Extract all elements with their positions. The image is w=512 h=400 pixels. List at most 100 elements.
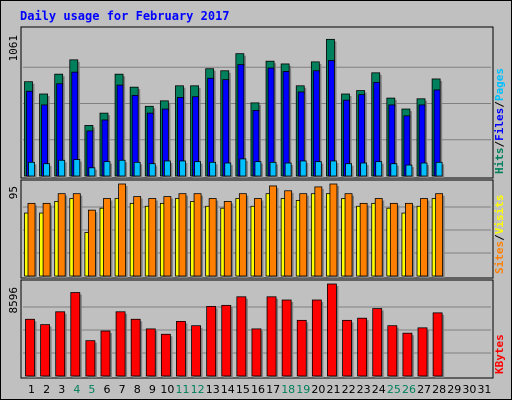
bar-pages	[330, 160, 337, 177]
bar-pages	[314, 161, 322, 177]
bar-pages	[390, 163, 398, 177]
day-label: 22	[342, 383, 356, 396]
day-label: 31	[477, 383, 491, 396]
bar-sites	[223, 201, 232, 277]
bar-pages	[58, 159, 66, 177]
bar-sites	[163, 196, 172, 277]
scale-max-label: 1061	[7, 35, 20, 62]
bar-kbytes	[372, 308, 383, 377]
bar-kbytes	[145, 328, 156, 377]
bar-sites	[72, 193, 81, 277]
day-label: 15	[236, 383, 250, 396]
bar-sites	[87, 209, 96, 277]
bar-pages	[405, 164, 413, 177]
bar-kbytes	[85, 340, 96, 377]
bar-pages	[224, 162, 232, 177]
bar-sites	[208, 198, 217, 277]
bar-sites	[238, 193, 247, 277]
bar-pages	[194, 161, 201, 177]
bar-sites	[193, 193, 202, 277]
bar-kbytes	[432, 312, 443, 377]
visits-sites-panel: 95 Sites/Visits	[7, 179, 506, 279]
day-label: 3	[58, 383, 65, 396]
bar-pages	[118, 159, 126, 177]
day-label: 13	[206, 383, 220, 396]
bar-sites	[27, 202, 36, 277]
bar-kbytes	[115, 311, 126, 377]
bar-pages	[209, 161, 217, 177]
bar-kbytes	[417, 327, 428, 377]
bar-kbytes	[236, 296, 247, 377]
bar-pages	[284, 162, 292, 177]
bar-kbytes	[296, 319, 307, 377]
bar-sites	[133, 196, 142, 277]
bar-files	[267, 67, 275, 177]
day-label: 8	[134, 383, 141, 396]
bar-pages	[239, 158, 247, 177]
bar-pages	[269, 161, 277, 177]
bar-sites	[178, 193, 187, 277]
day-label: 21	[326, 383, 340, 396]
bar-kbytes	[311, 299, 322, 377]
bar-kbytes	[357, 317, 368, 377]
bar-sites	[314, 186, 323, 277]
bar-kbytes	[70, 292, 81, 377]
bar-files	[207, 77, 215, 177]
bar-pages	[435, 161, 443, 177]
bar-pages	[148, 163, 156, 177]
bar-sites	[299, 193, 308, 277]
series-legend: KBytes	[493, 334, 506, 374]
day-label: 11	[176, 383, 190, 396]
bar-sites	[344, 193, 353, 277]
bar-pages	[43, 163, 50, 177]
bar-kbytes	[100, 330, 111, 377]
bar-kbytes	[40, 324, 50, 377]
bar-pages	[88, 167, 96, 177]
bar-sites	[118, 183, 126, 277]
bar-kbytes	[281, 299, 292, 377]
day-label: 5	[88, 383, 95, 396]
bar-pages	[163, 160, 171, 177]
bar-sites	[148, 198, 157, 277]
bar-sites	[42, 202, 51, 277]
bar-files	[328, 60, 335, 177]
day-label: 2	[43, 383, 50, 396]
bar-kbytes	[206, 306, 217, 377]
bar-pages	[73, 159, 81, 177]
day-label: 9	[149, 383, 156, 396]
bar-kbytes	[130, 318, 141, 377]
bar-kbytes	[251, 328, 262, 377]
bar-kbytes	[55, 311, 66, 377]
day-label: 25	[387, 383, 401, 396]
bar-pages	[254, 161, 262, 177]
scale-max-label: 95	[7, 186, 20, 199]
day-label: 27	[417, 383, 431, 396]
day-label: 28	[432, 383, 446, 396]
bar-pages	[179, 160, 186, 177]
day-label: 19	[296, 383, 310, 396]
bar-kbytes	[221, 304, 232, 377]
bar-sites	[389, 202, 398, 277]
kbytes-panel: 8596 KBytes	[7, 279, 506, 379]
day-label: 12	[191, 383, 205, 396]
day-label: 4	[73, 383, 80, 396]
bar-files	[312, 70, 320, 177]
day-label: 20	[311, 383, 325, 396]
bar-kbytes	[176, 321, 186, 377]
bar-kbytes	[25, 318, 35, 377]
bar-pages	[345, 163, 352, 177]
bar-pages	[375, 161, 383, 177]
chart-title: Daily usage for February 2017	[20, 9, 230, 23]
hits-files-pages-panel: 1061 Hits/Files/Pages	[7, 26, 506, 179]
day-label: 29	[447, 383, 461, 396]
bar-kbytes	[387, 325, 398, 377]
bar-pages	[299, 160, 307, 177]
bar-sites	[435, 193, 444, 277]
bar-kbytes	[342, 319, 352, 377]
day-label: 16	[251, 383, 265, 396]
day-label: 17	[266, 383, 280, 396]
bar-kbytes	[191, 325, 201, 377]
bar-sites	[405, 202, 413, 277]
bar-sites	[57, 193, 66, 277]
